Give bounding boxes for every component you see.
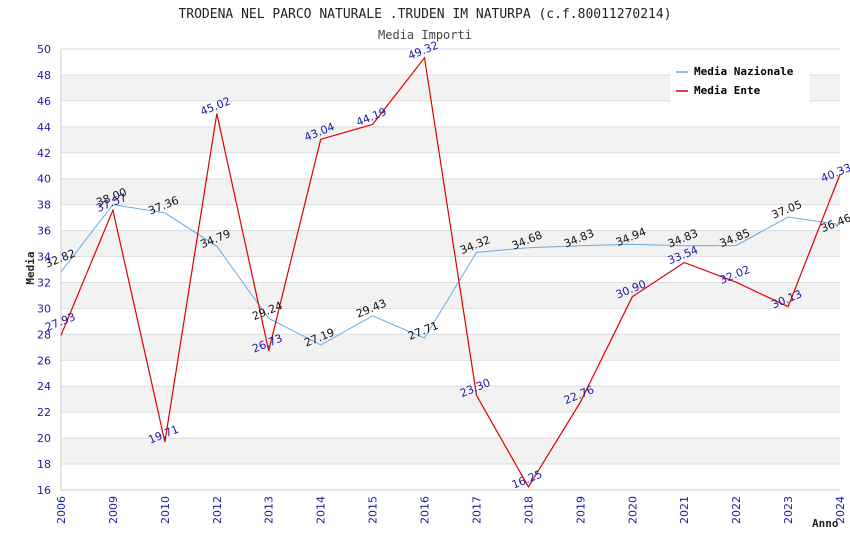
y-tick-label: 40 — [37, 173, 51, 186]
grid-band — [61, 386, 840, 413]
x-tick-label: 2017 — [470, 496, 483, 524]
y-tick-label: 50 — [37, 43, 51, 56]
y-tick-label: 38 — [37, 199, 51, 212]
grid-band — [61, 126, 840, 153]
x-tick-label: 2021 — [678, 496, 691, 524]
x-tick-label: 2020 — [626, 496, 639, 524]
y-tick-label: 44 — [37, 121, 51, 134]
grid-band — [61, 178, 840, 205]
y-tick-label: 30 — [37, 302, 51, 315]
grid-band — [61, 464, 840, 490]
grid-band — [61, 152, 840, 179]
chart-subtitle: Media Importi — [378, 28, 472, 42]
legend: Media Nazionale Media Ente — [670, 60, 810, 102]
y-tick-label: 22 — [37, 406, 51, 419]
legend-label-media-nazionale: Media Nazionale — [694, 65, 794, 78]
series-line-media-nazionale — [60, 204, 841, 346]
x-tick-label: 2019 — [574, 496, 587, 524]
x-axis-ticks: 2006 2009 2010 2012 2013 2014 2015 2016 2017 2018… — [55, 496, 847, 524]
x-tick-label: 2010 — [159, 496, 172, 524]
x-tick-label: 2006 — [55, 496, 68, 524]
grid-band — [61, 360, 840, 387]
series-line-media-ente — [60, 56, 841, 488]
x-tick-label: 2022 — [730, 496, 743, 524]
y-tick-label: 28 — [37, 328, 51, 341]
x-tick-label: 2023 — [782, 496, 795, 524]
y-tick-label: 24 — [37, 380, 51, 393]
y-tick-label: 32 — [37, 276, 51, 289]
y-tick-label: 26 — [37, 354, 51, 367]
x-tick-label: 2016 — [419, 496, 432, 524]
x-tick-label: 2018 — [522, 496, 535, 524]
grid-band — [61, 412, 840, 439]
grid-band — [61, 230, 840, 257]
y-tick-label: 18 — [37, 458, 51, 471]
grid-band — [61, 334, 840, 361]
x-tick-label: 2009 — [107, 496, 120, 524]
y-tick-label: 16 — [37, 484, 51, 497]
y-axis-ticks: 16 18 20 22 24 26 28 30 32 34 36 38 40 42 44 46 48 50 — [37, 43, 51, 497]
legend-box — [670, 60, 810, 102]
grid-band — [61, 308, 840, 335]
chart-title: TRODENA NEL PARCO NATURALE .TRUDEN IM NA… — [178, 7, 671, 22]
y-tick-label: 20 — [37, 432, 51, 445]
y-tick-label: 36 — [37, 225, 51, 238]
legend-label-media-ente: Media Ente — [694, 84, 761, 97]
grid-bands — [61, 49, 840, 490]
y-tick-label: 46 — [37, 95, 51, 108]
y-axis-label: Media — [24, 251, 37, 284]
series-lines — [60, 56, 841, 488]
x-tick-label: 2013 — [263, 496, 276, 524]
grid-band — [61, 100, 840, 127]
x-tick-label: 2024 — [834, 496, 847, 524]
x-axis-label: Anno — [812, 517, 839, 530]
grid-lines — [60, 48, 840, 491]
y-tick-label: 48 — [37, 69, 51, 82]
x-tick-label: 2015 — [367, 496, 380, 524]
y-tick-label: 34 — [37, 251, 51, 264]
y-tick-label: 42 — [37, 147, 51, 160]
x-tick-label: 2014 — [315, 496, 328, 524]
x-tick-label: 2012 — [211, 496, 224, 524]
grid-band — [61, 438, 840, 465]
